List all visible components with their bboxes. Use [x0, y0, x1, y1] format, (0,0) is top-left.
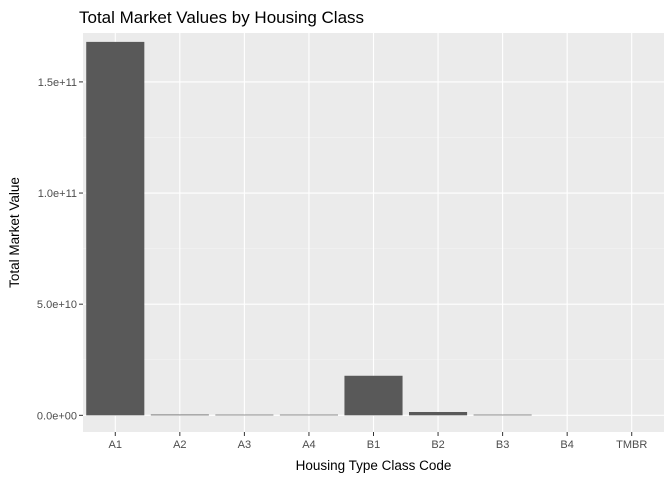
- y-axis: 0.0e+00 5.0e+10 1.0e+11 1.5e+11: [37, 77, 83, 422]
- y-tick-label: 0.0e+00: [37, 410, 77, 422]
- x-tick-label: A3: [238, 439, 251, 451]
- x-tick-label: TMBR: [616, 439, 647, 451]
- x-tick-label: A4: [302, 439, 315, 451]
- x-tick-label: B4: [560, 439, 573, 451]
- chart-title: Total Market Values by Housing Class: [79, 8, 364, 27]
- y-tick-label: 1.5e+11: [38, 77, 77, 89]
- x-axis-title: Housing Type Class Code: [296, 458, 452, 473]
- y-tick-label: 1.0e+11: [38, 188, 77, 200]
- bars: [86, 41, 532, 416]
- x-tick-label: B1: [367, 439, 380, 451]
- bar-b2: [409, 411, 468, 416]
- bar-b3: [473, 414, 532, 416]
- x-tick-label: B3: [496, 439, 509, 451]
- y-tick-label: 5.0e+10: [37, 299, 77, 311]
- bar-a4: [279, 414, 338, 416]
- bar-a3: [215, 414, 274, 416]
- x-axis: A1 A2 A3 A4 B1 B2 B3 B4 TMBR: [109, 432, 647, 451]
- x-tick-label: A1: [109, 439, 122, 451]
- bar-b1: [344, 375, 403, 416]
- x-tick-label: A2: [173, 439, 186, 451]
- bar-a1: [86, 41, 145, 416]
- y-axis-title: Total Market Value: [7, 177, 22, 288]
- bar-a2: [150, 414, 209, 416]
- x-tick-label: B2: [431, 439, 444, 451]
